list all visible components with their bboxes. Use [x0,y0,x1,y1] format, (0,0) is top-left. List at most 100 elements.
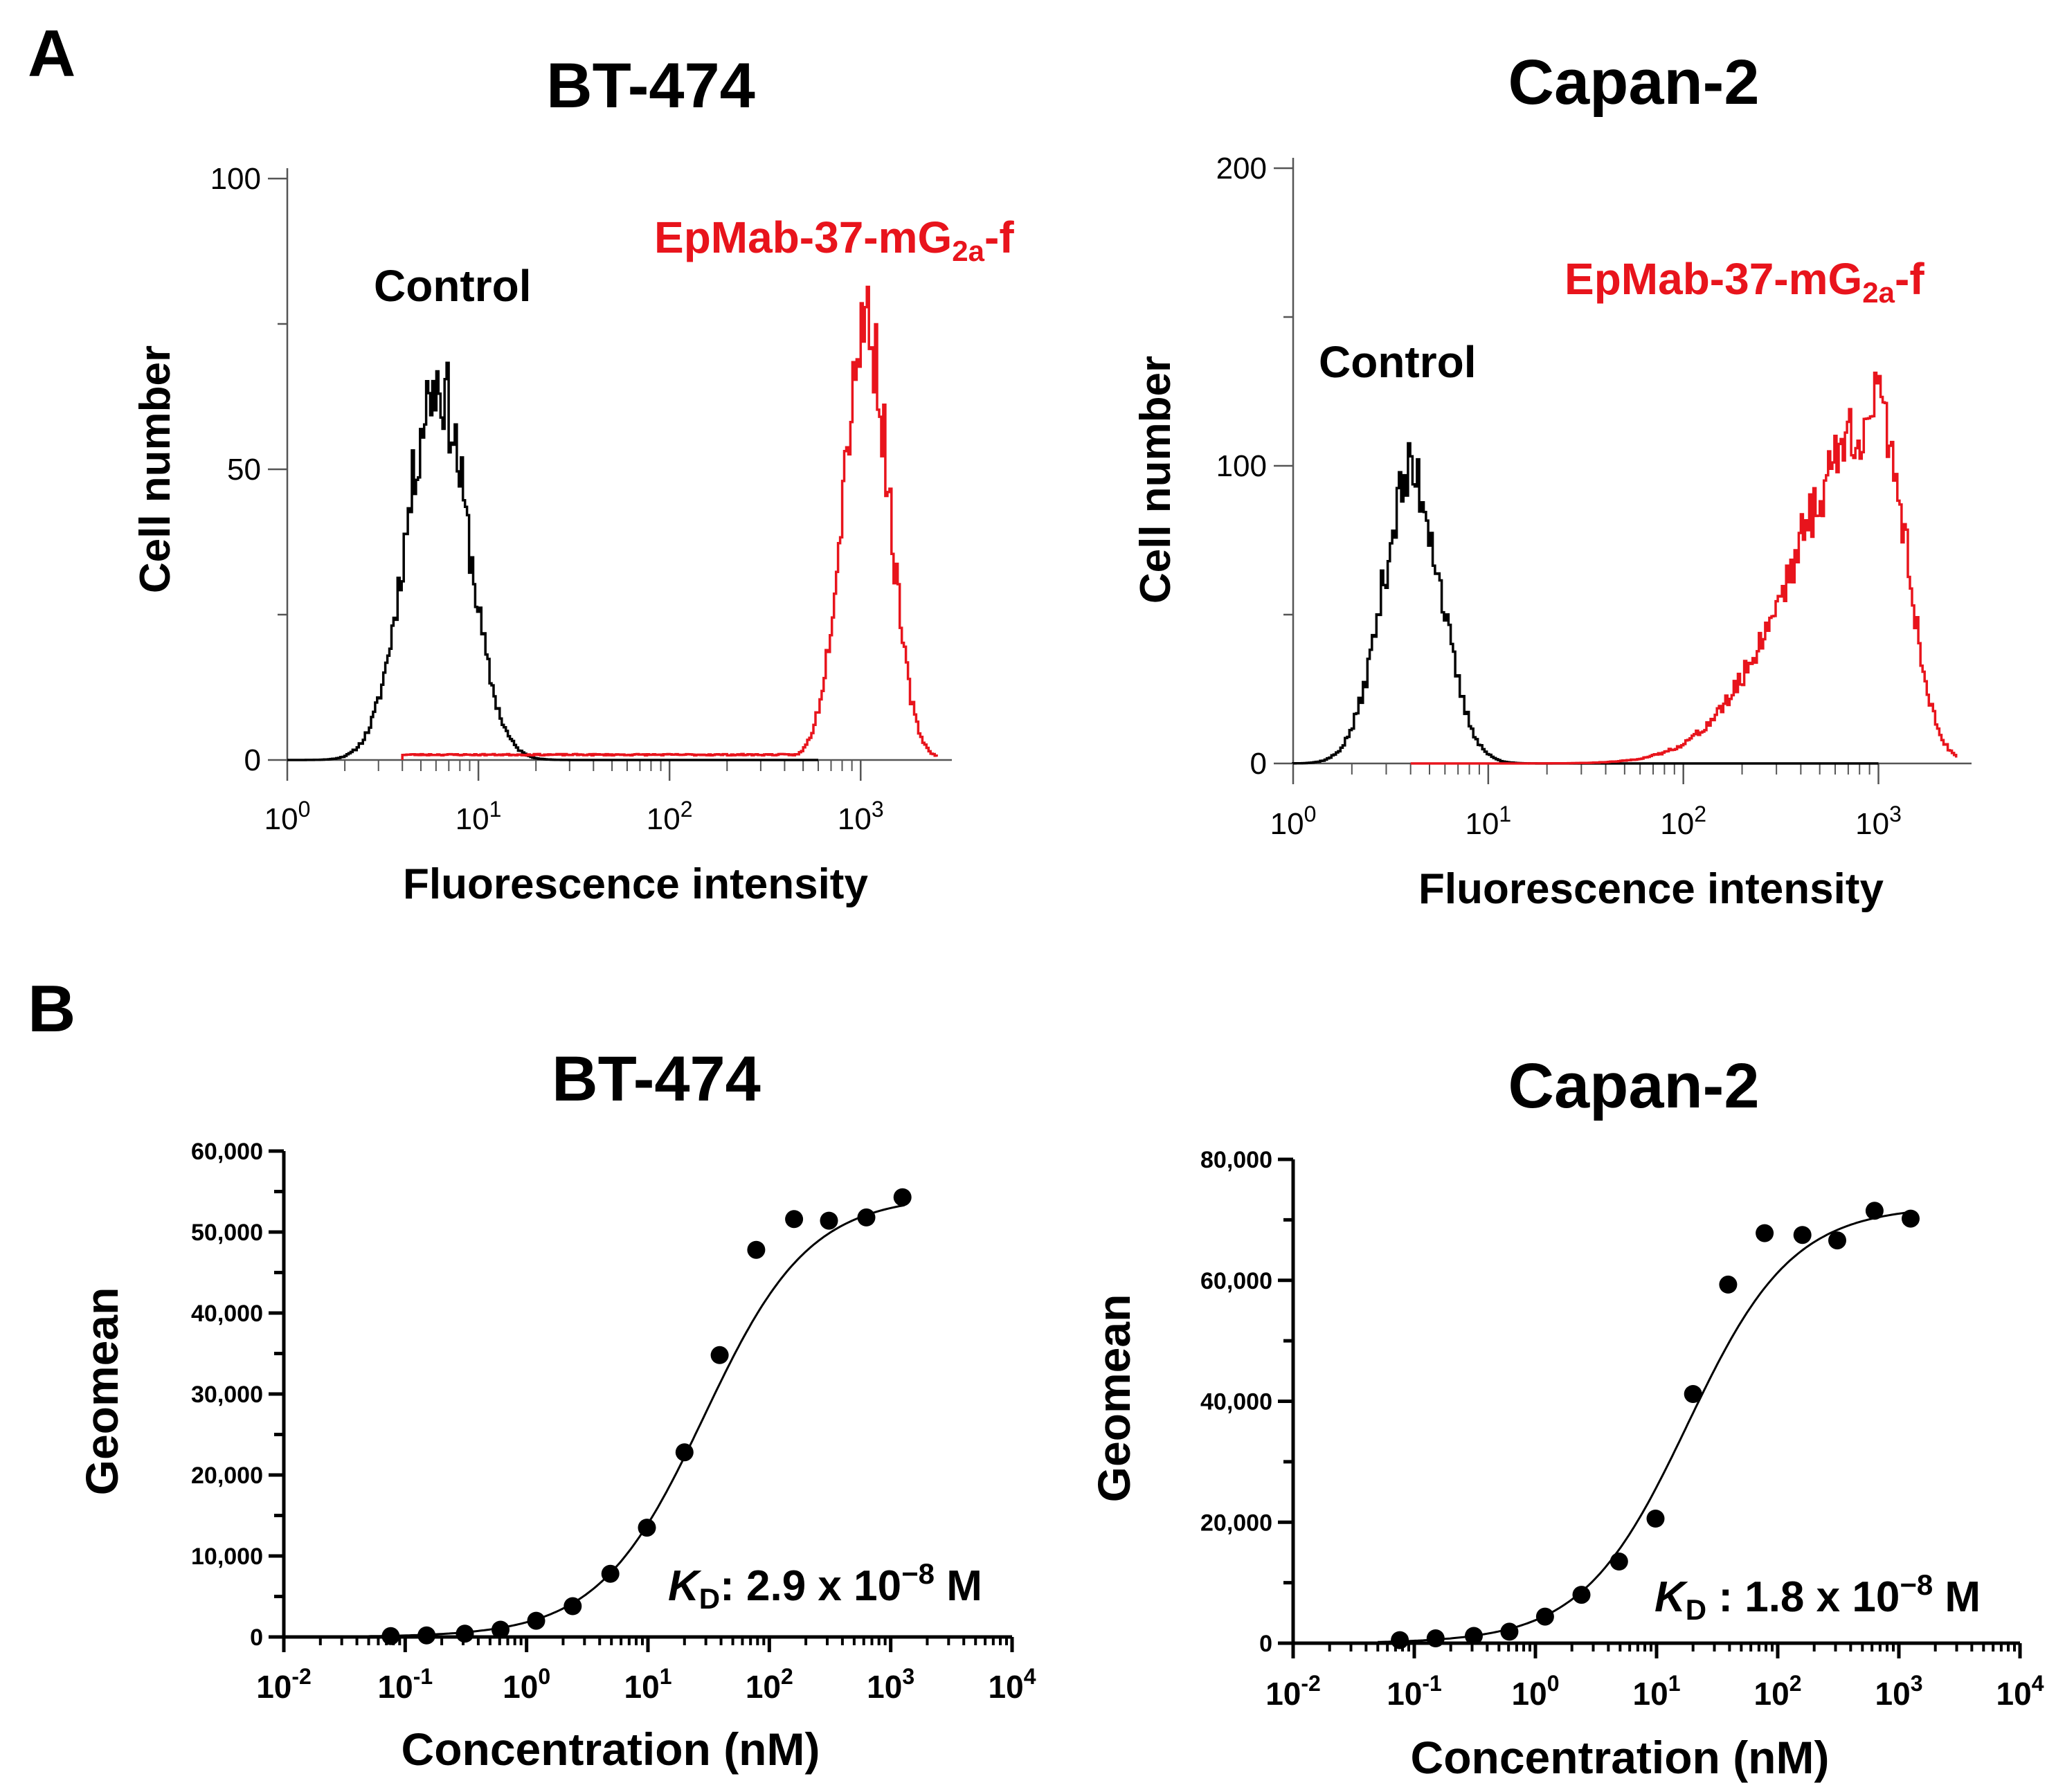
data-point [1756,1224,1774,1242]
y-tick-label: 20,000 [1200,1510,1272,1536]
x-tick-exponent: -2 [1301,1671,1320,1696]
x-tick-exponent: -2 [291,1664,311,1689]
data-point [1465,1627,1483,1645]
x-tick-label: 101 [624,1664,672,1705]
x-tick-label: 103 [1855,802,1902,841]
data-point [601,1564,620,1583]
y-axis-title: Geomean [76,1287,127,1496]
y-tick-label: 200 [1216,152,1267,185]
data-point [820,1211,838,1230]
x-tick-exponent: -1 [413,1664,433,1689]
y-tick-label: 40,000 [1200,1389,1272,1415]
x-tick-exponent: 3 [902,1664,914,1689]
x-tick-base: 10 [503,1669,538,1705]
x-tick-base: 10 [1270,807,1304,841]
data-point [417,1626,436,1645]
y-tick-label: 0 [1259,1631,1272,1657]
data-point [1609,1553,1628,1571]
x-axis-title: Concentration (nM) [402,1723,820,1775]
x-tick-base: 10 [264,802,298,836]
binding-curve-capan2: Capan-2 Geomean Concentration (nM) 0 20,000 4… [1088,1051,2044,1783]
x-tick-label: 103 [838,797,884,836]
kd-unit: M [935,1562,982,1610]
kd-k: K [1654,1573,1688,1621]
data-point [563,1597,582,1615]
y-tick-label: 60,000 [191,1139,263,1165]
antibody-label: EpMab-37-mG2a-f [1564,254,1924,309]
x-tick-exponent: 1 [1668,1671,1681,1696]
x-tick-base: 10 [1996,1676,2032,1712]
chart-title: Capan-2 [1508,47,1760,118]
x-tick-label: 104 [989,1664,1036,1705]
antibody-label-subscript: 2a [952,235,984,267]
y-tick-label: 100 [210,162,261,196]
x-tick-base: 10 [867,1669,902,1705]
y-tick-label: 20,000 [191,1463,263,1489]
data-point [893,1188,912,1206]
x-tick-label: 100 [1512,1671,1560,1712]
data-point [785,1210,804,1229]
x-tick-base: 10 [1512,1676,1547,1712]
y-tick-label: 30,000 [191,1382,263,1408]
antibody-label-subscript: 2a [1862,276,1895,309]
data-point [1500,1622,1519,1641]
y-tick-label: 50,000 [191,1220,263,1246]
histogram-trace-control [287,361,818,761]
x-tick-base: 10 [647,802,680,836]
kd-value: 2.9 x 10 [734,1562,901,1610]
x-tick-exponent: 2 [1694,802,1706,826]
x-tick-exponent: 2 [1789,1671,1802,1696]
x-tick-exponent: 0 [1304,802,1317,826]
chart-title: BT-474 [552,1044,761,1114]
data-point [638,1519,656,1537]
x-tick-base: 10 [1633,1676,1668,1712]
x-tick-base: 10 [838,802,872,836]
x-tick-base: 10 [1387,1676,1422,1712]
kd-subscript: D [1686,1593,1706,1626]
kd-colon: : [720,1562,734,1610]
x-tick-label: 100 [264,797,311,836]
panel-letter-b: B [28,972,75,1046]
x-tick-exponent: 3 [1889,802,1902,826]
data-point [1391,1631,1409,1649]
x-tick-base: 10 [1265,1676,1301,1712]
x-tick-exponent: 1 [1499,802,1511,826]
y-axis-title: Cell number [1132,356,1180,604]
y-tick-label: 60,000 [1200,1268,1272,1294]
data-point [1684,1385,1702,1403]
kd-exponent: −8 [901,1557,935,1590]
control-label: Control [374,261,532,311]
data-point [527,1611,545,1630]
x-tick-exponent: 2 [781,1664,793,1689]
antibody-label-suffix: -f [1895,254,1924,304]
data-point [675,1443,694,1462]
data-point [1719,1275,1738,1294]
histogram-trace-epmab-37-mg2a-f [401,285,938,760]
x-tick-exponent: 3 [1911,1671,1923,1696]
x-tick-base: 10 [624,1669,660,1705]
data-point [381,1627,400,1645]
x-tick-label: 102 [1754,1671,1802,1712]
x-tick-label: 102 [1660,802,1706,841]
data-point [1426,1629,1445,1647]
kd-subscript: D [699,1582,720,1615]
histogram-capan2: Capan-2 Cell number Fluorescence intensity… [1132,47,1972,913]
histogram-bt474: BT-474 Cell number Fluorescence intensity 0… [132,51,1014,908]
antibody-label: EpMab-37-mG2a-f [654,212,1014,267]
x-axis-title: Fluorescence intensity [403,860,868,908]
x-tick-label: 103 [867,1664,914,1705]
y-tick-label: 40,000 [191,1301,263,1327]
histogram-trace-control [1292,442,1879,765]
panel-letter-a: A [28,17,75,91]
x-tick-exponent: 3 [872,797,884,822]
data-point [456,1624,474,1643]
x-tick-base: 10 [989,1669,1024,1705]
data-point [747,1240,766,1259]
data-point [1828,1231,1846,1250]
x-tick-label: 104 [1996,1671,2044,1712]
x-tick-base: 10 [1875,1676,1911,1712]
antibody-label-main: EpMab-37-mG [654,212,952,262]
